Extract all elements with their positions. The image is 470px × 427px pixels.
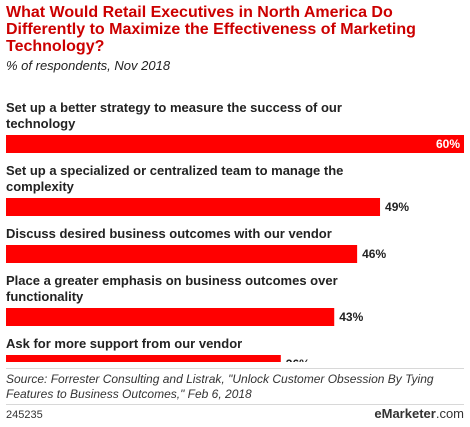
chart-subtitle: % of respondents, Nov 2018 bbox=[6, 58, 171, 73]
value-label: 43% bbox=[339, 310, 363, 324]
bar bbox=[6, 198, 381, 216]
value-label: 36% bbox=[286, 357, 310, 362]
logo-tld: .com bbox=[435, 406, 464, 421]
value-label: 46% bbox=[362, 247, 386, 261]
value-label: 49% bbox=[385, 200, 409, 214]
category-label: Place a greater emphasis on business out… bbox=[6, 273, 338, 304]
footer-divider-top bbox=[6, 368, 464, 369]
bar bbox=[6, 135, 464, 153]
chart-id: 245235 bbox=[6, 409, 43, 421]
footer-divider-bottom bbox=[6, 404, 464, 405]
bar bbox=[6, 308, 335, 326]
category-label: Set up a better strategy to measure the … bbox=[6, 100, 342, 131]
bar bbox=[6, 355, 281, 362]
category-label: Discuss desired business outcomes with o… bbox=[6, 226, 332, 241]
category-label: Ask for more support from our vendor bbox=[6, 336, 242, 351]
chart-title: What Would Retail Executives in North Am… bbox=[6, 4, 416, 55]
category-label: Set up a specialized or centralized team… bbox=[6, 163, 343, 194]
bar-chart: Set up a better strategy to measure the … bbox=[6, 100, 464, 362]
source-note: Source: Forrester Consulting and Listrak… bbox=[6, 372, 434, 401]
logo-e: e bbox=[374, 406, 382, 421]
logo-marketer: Marketer bbox=[381, 406, 436, 421]
bar bbox=[6, 245, 358, 263]
emarketer-logo: eMarketer.com bbox=[374, 406, 464, 421]
value-label: 60% bbox=[436, 137, 460, 151]
